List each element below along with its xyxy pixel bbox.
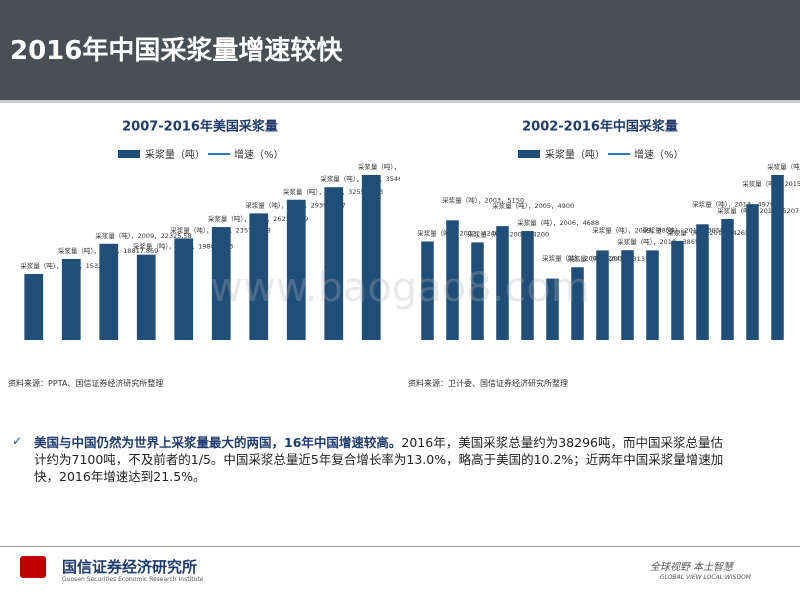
bar [546, 278, 559, 340]
source: 资料来源：卫计委、国信证券经济研究所整理 [408, 379, 568, 388]
bar [696, 224, 709, 340]
footer-rule [0, 546, 800, 547]
bar [596, 250, 609, 340]
source: 资料来源：PPTA、国信证券经济研究所整理 [8, 379, 164, 388]
bar [671, 240, 684, 340]
data-label: 采浆量（吨），2009，22325.58 [95, 231, 191, 240]
bar [771, 175, 784, 340]
data-label: 采浆量（吨），2007，2643 [542, 254, 624, 263]
bar [496, 226, 509, 340]
data-label: 采浆量（吨），2016，7100 [767, 162, 800, 171]
data-label: 采浆量（吨），2011，3858 [642, 225, 724, 234]
bar [646, 250, 659, 340]
bar [136, 254, 156, 340]
bullet-body: 2016年，美国采浆总量约为38296吨，而中国采浆总量估计约为7100吨，不及… [34, 435, 724, 484]
legend-swatch [518, 150, 540, 158]
bar [361, 175, 381, 340]
bar [61, 258, 81, 340]
data-label: 采浆量（吨），2010，3865 [617, 237, 699, 246]
bar [571, 267, 584, 340]
slide-title: 2016年中国采浆量增速较快 [10, 36, 343, 66]
data-label: 采浆量（吨），2006，4688 [517, 218, 599, 227]
data-label: 采浆量（吨），2009，3855 [592, 225, 674, 234]
logo [20, 556, 46, 578]
data-label: 采浆量（吨），2016，38296.834 [358, 162, 400, 171]
bar [24, 273, 44, 340]
bar [521, 231, 534, 340]
bar [99, 243, 119, 340]
bar [721, 218, 734, 340]
bar [421, 241, 434, 340]
data-label: 采浆量（吨），2015，35464.612 [320, 174, 400, 183]
bar [446, 220, 459, 340]
bar [249, 213, 269, 340]
bullet-text: 美国与中国仍然为世界上采浆量最大的两国，16年中国增速较高。2016年，美国采浆… [34, 434, 734, 485]
bar [471, 242, 484, 340]
bar [621, 250, 634, 340]
check-icon: ✓ [12, 434, 23, 448]
bullet-bold: 美国与中国仍然为世界上采浆量最大的两国，16年中国增速较高。 [34, 435, 402, 450]
data-label: 采浆量（吨），2005，4900 [492, 201, 574, 210]
bar [211, 227, 231, 340]
legend-label: 采浆量（吨） [145, 148, 205, 161]
data-label: 采浆量（吨），2015，5846 [742, 179, 800, 188]
watermark: www.baogao8.com [210, 265, 590, 311]
data-label: 采浆量（吨），2003，5150 [442, 195, 524, 204]
chart: 2007-2016年美国采浆量采浆量（吨）增速（%）采浆量（吨），2007，15… [20, 119, 400, 340]
chart: 2002-2016年中国采浆量采浆量（吨）增速（%）采浆量（吨），2002，42… [417, 119, 800, 340]
bar [174, 238, 194, 340]
chart-title: 2007-2016年美国采浆量 [122, 119, 278, 135]
header-bar [0, 0, 800, 100]
footer-slogan: 全球视野 本土智慧 [650, 562, 734, 573]
header-rule [0, 100, 800, 103]
footer-slogan-en: GLOBAL VIEW LOCAL WISDOM [660, 574, 751, 581]
bar [324, 187, 344, 340]
chart-title: 2002-2016年中国采浆量 [522, 119, 678, 135]
legend-label: 增速（%） [634, 148, 684, 161]
footer-org-en: Guosen Securities Economic Research Inst… [62, 576, 204, 583]
bar [746, 204, 759, 340]
legend-label: 增速（%） [234, 148, 284, 161]
footer-org: 国信证券经济研究所 [62, 558, 198, 576]
data-label: 采浆量（吨），2013，4979 [692, 199, 774, 208]
legend-label: 采浆量（吨） [545, 148, 605, 161]
legend-swatch [118, 150, 140, 158]
bar [286, 199, 306, 340]
